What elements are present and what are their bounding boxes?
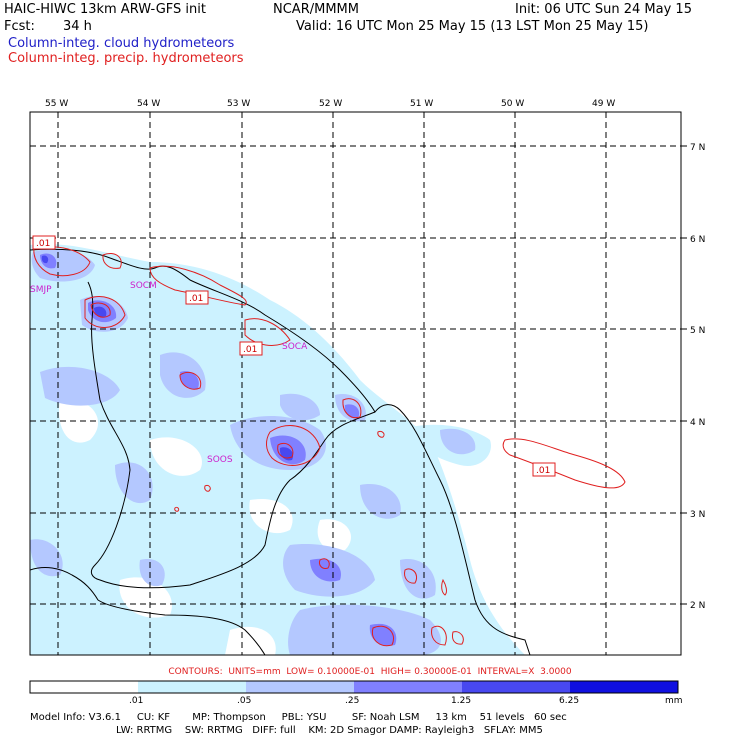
station-label: SOCA: [282, 342, 308, 352]
field-cloud-label: Column-integ. cloud hydrometeors: [8, 36, 235, 51]
frame-ticks: [681, 145, 687, 605]
colorbar-label: .25: [345, 696, 360, 706]
lon-label: 54 W: [137, 99, 160, 109]
lon-label: 53 W: [227, 99, 250, 109]
colorbar-bin: [570, 681, 678, 693]
colorbar-bin: [138, 681, 246, 693]
lat-label: 6 N: [690, 235, 705, 245]
colorbar-label: .01: [129, 696, 144, 706]
lon-label: 52 W: [319, 99, 342, 109]
lon-label: 51 W: [410, 99, 433, 109]
contour-label: .01: [36, 239, 50, 249]
colorbar-label: 1.25: [451, 696, 472, 706]
colorbar-units: mm: [665, 696, 683, 706]
coastline: [30, 248, 531, 655]
lon-label: 50 W: [501, 99, 524, 109]
contour-label-box: .01: [32, 235, 56, 250]
station-label: SMJP: [30, 285, 52, 295]
contour-label-box: .01: [239, 341, 263, 356]
lat-label: 7 N: [690, 143, 705, 153]
contour-label-box: .01: [185, 290, 209, 305]
init-time: Init: 06 UTC Sun 24 May 15: [515, 2, 692, 17]
lat-label: 2 N: [690, 601, 705, 611]
valid-time: Valid: 16 UTC Mon 25 May 15 (13 LST Mon …: [296, 19, 649, 34]
lat-label: 5 N: [690, 326, 705, 336]
contour-label-box: .01: [532, 462, 556, 477]
model-info-line1: Model Info: V3.6.1 CU: KF MP: Thompson P…: [30, 712, 567, 723]
plot-title: HAIC-HIWC 13km ARW-GFS init: [4, 2, 206, 17]
precip-contours: [33, 246, 626, 647]
colorbar-bin: [246, 681, 354, 693]
colorbar-bin: [30, 681, 138, 693]
forecast-label: Fcst:: [4, 19, 35, 34]
colorbar: [29, 680, 679, 694]
colorbar-label: 6.25: [559, 696, 580, 706]
contour-label: .01: [189, 294, 203, 304]
model-info-line2: LW: RRTMG SW: RRTMG DIFF: full KM: 2D Sm…: [116, 725, 543, 736]
map-frame: [29, 111, 682, 656]
contour-label: .01: [536, 466, 550, 476]
colorbar-bin: [462, 681, 570, 693]
contours-info: CONTOURS: UNITS=mm LOW= 0.10000E-01 HIGH…: [168, 667, 572, 677]
lat-label: 4 N: [690, 418, 705, 428]
colorbar-bin: [354, 681, 462, 693]
lat-label: 3 N: [690, 510, 705, 520]
station-label: SOOS: [207, 455, 233, 465]
lon-label: 49 W: [592, 99, 615, 109]
plot-source: NCAR/MMMM: [273, 2, 359, 17]
contour-label: .01: [243, 345, 257, 355]
station-label: SOCM: [130, 281, 157, 291]
colorbar-label: .05: [237, 696, 252, 706]
lon-label: 55 W: [45, 99, 68, 109]
field-precip-label: Column-integ. precip. hydrometeors: [8, 51, 244, 66]
forecast-hour: 34 h: [63, 19, 92, 34]
lat-lon-grid: [30, 112, 681, 655]
